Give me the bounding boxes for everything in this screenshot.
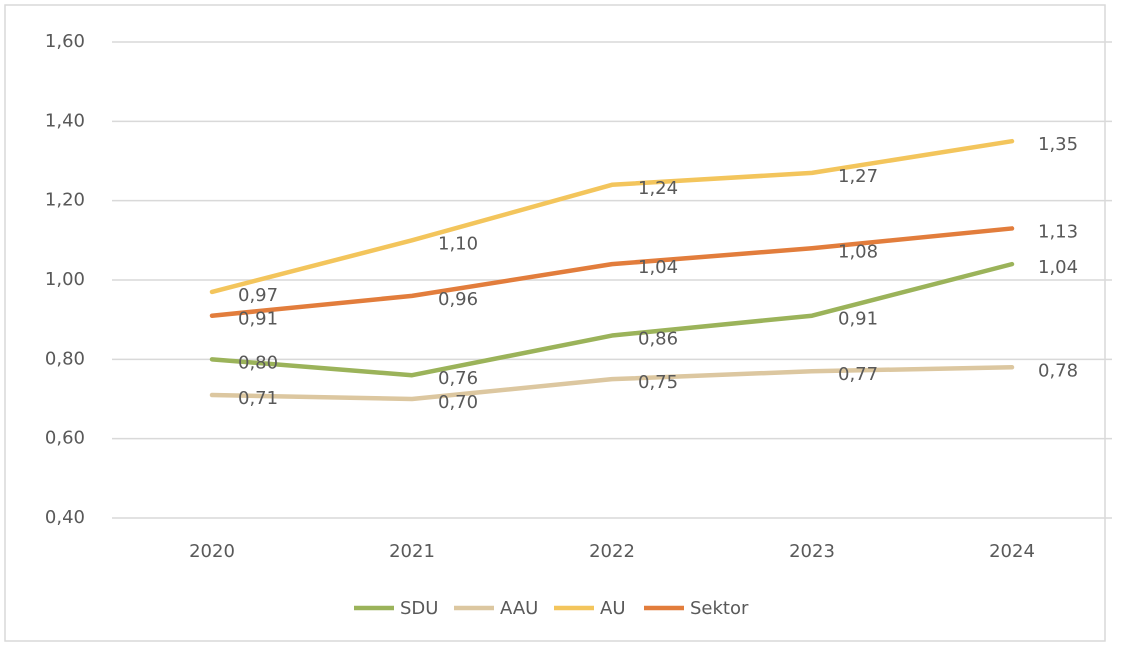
x-tick-label: 2021 xyxy=(389,541,435,562)
data-label: 0,91 xyxy=(238,309,278,330)
data-label: 1,35 xyxy=(1038,134,1078,155)
data-label: 1,08 xyxy=(838,241,878,262)
data-label: 1,24 xyxy=(638,178,678,199)
y-tick-label: 0,80 xyxy=(45,348,85,369)
data-label: 0,96 xyxy=(438,289,478,310)
y-tick-label: 1,00 xyxy=(45,269,85,290)
series-line xyxy=(209,138,1015,295)
chart-border xyxy=(4,4,1106,642)
legend-label: Sektor xyxy=(690,598,749,619)
data-label: 1,04 xyxy=(1038,257,1078,278)
data-label: 0,86 xyxy=(638,329,678,350)
legend-label: AU xyxy=(600,598,626,619)
series-line xyxy=(209,226,1015,318)
data-label: 0,97 xyxy=(238,285,278,306)
data-label: 0,70 xyxy=(438,392,478,413)
y-tick-label: 1,20 xyxy=(45,190,85,211)
data-label: 0,76 xyxy=(438,368,478,389)
legend-label: SDU xyxy=(400,598,438,619)
x-tick-label: 2022 xyxy=(589,541,635,562)
data-label: 1,04 xyxy=(638,257,678,278)
x-tick-label: 2024 xyxy=(989,541,1035,562)
data-label: 0,78 xyxy=(1038,360,1078,381)
y-tick-label: 1,40 xyxy=(45,110,85,131)
data-label: 0,91 xyxy=(838,309,878,330)
y-tick-label: 0,40 xyxy=(45,507,85,528)
data-label: 1,10 xyxy=(438,233,478,254)
x-tick-label: 2020 xyxy=(189,541,235,562)
x-tick-label: 2023 xyxy=(789,541,835,562)
data-label: 0,80 xyxy=(238,352,278,373)
data-label: 0,71 xyxy=(238,388,278,409)
y-tick-label: 1,60 xyxy=(45,31,85,52)
data-label: 0,77 xyxy=(838,364,878,385)
data-label: 1,27 xyxy=(838,166,878,187)
series-line xyxy=(209,365,1015,402)
y-tick-label: 0,60 xyxy=(45,428,85,449)
data-label: 1,13 xyxy=(1038,221,1078,242)
data-label: 0,75 xyxy=(638,372,678,393)
series-line xyxy=(209,261,1015,378)
legend-label: AAU xyxy=(500,598,538,619)
